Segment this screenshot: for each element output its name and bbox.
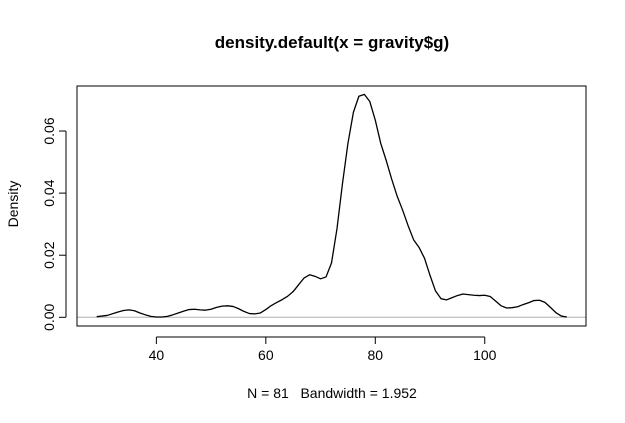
- y-axis-label: Density: [5, 181, 21, 228]
- x-tick-label: 100: [473, 347, 497, 363]
- x-tick-label: 60: [258, 347, 274, 363]
- x-tick-label: 80: [367, 347, 383, 363]
- x-tick-label: 40: [149, 347, 165, 363]
- density-curve: [96, 93, 567, 318]
- y-tick-label: 0.02: [41, 241, 57, 268]
- y-tick-label: 0.06: [41, 117, 57, 144]
- x-axis: 40 60 80 100: [149, 336, 497, 363]
- y-axis: 0.00 0.02 0.04 0.06: [41, 117, 67, 331]
- y-tick-label: 0.00: [41, 303, 57, 330]
- plot-frame: [76, 85, 587, 327]
- y-tick-label: 0.04: [41, 179, 57, 206]
- chart-title: density.default(x = gravity$g): [215, 33, 449, 52]
- x-axis-label: N = 81 Bandwidth = 1.952: [247, 385, 417, 401]
